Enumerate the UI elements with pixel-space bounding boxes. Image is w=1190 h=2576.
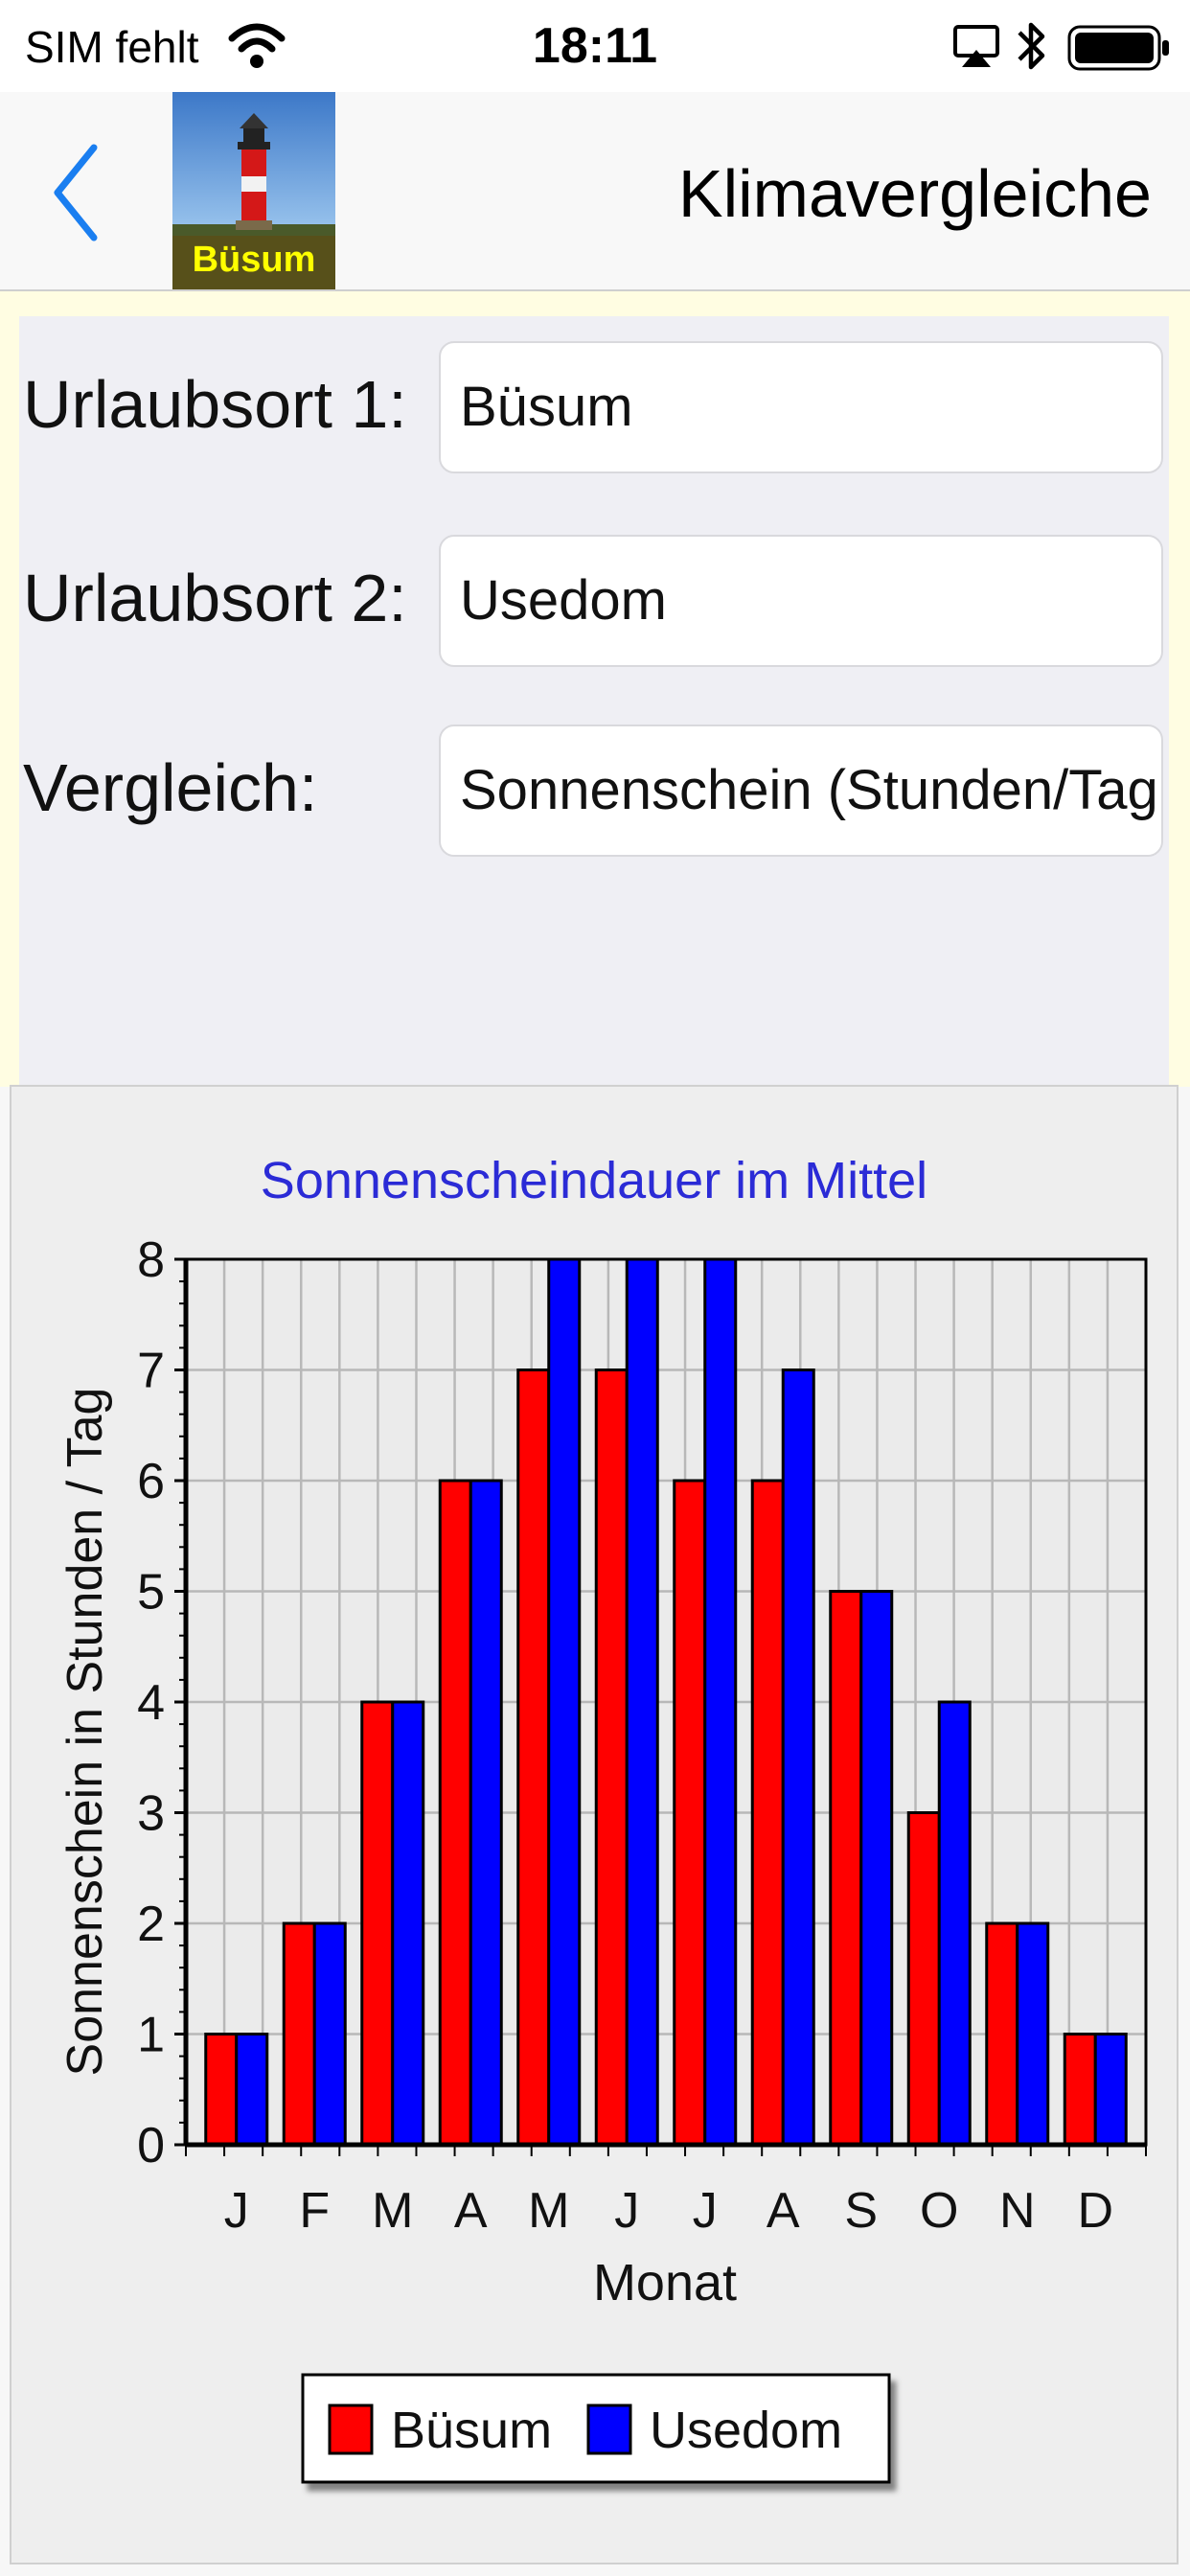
selection-form-area: Urlaubsort 1: Büsum Urlaubsort 2: Usedom… bbox=[0, 291, 1190, 1089]
y-tick-label: 2 bbox=[137, 1897, 165, 1952]
x-tick-label: M bbox=[528, 2183, 569, 2239]
location1-field[interactable]: Büsum bbox=[439, 341, 1163, 473]
back-button[interactable] bbox=[48, 140, 115, 245]
x-tick-label: A bbox=[767, 2183, 800, 2239]
x-tick-label: J bbox=[224, 2183, 249, 2239]
legend-swatch-usedom bbox=[586, 2404, 632, 2455]
chart-legend: Büsum Usedom bbox=[301, 2373, 891, 2484]
x-tick-label: N bbox=[999, 2183, 1036, 2239]
bar-busum bbox=[282, 1921, 316, 2147]
bar-busum bbox=[516, 1368, 551, 2147]
location1-label: Urlaubsort 1: bbox=[23, 367, 407, 442]
bar-busum bbox=[360, 1700, 395, 2147]
x-tick-label: O bbox=[920, 2183, 958, 2239]
y-axis-label: Sonnenschein in Stunden / Tag bbox=[57, 1388, 113, 2077]
x-axis-label: Monat bbox=[593, 2254, 737, 2312]
x-tick-label: S bbox=[844, 2183, 878, 2239]
legend-label-busum: Büsum bbox=[391, 2402, 552, 2459]
y-tick-label: 3 bbox=[137, 1786, 165, 1842]
x-tick-label: F bbox=[299, 2183, 330, 2239]
bar-usedom bbox=[625, 1257, 659, 2147]
bar-busum bbox=[673, 1479, 707, 2147]
bar-busum bbox=[829, 1590, 863, 2147]
airplay-icon bbox=[953, 25, 999, 67]
bluetooth-icon bbox=[1018, 22, 1045, 70]
bar-busum bbox=[985, 1921, 1019, 2147]
y-tick-label: 5 bbox=[137, 1565, 165, 1621]
bar-usedom bbox=[469, 1479, 503, 2147]
status-bar: SIM fehlt 18:11 bbox=[0, 0, 1190, 92]
x-tick-label: A bbox=[454, 2183, 488, 2239]
comparison-field[interactable]: Sonnenschein (Stunden/Tag bbox=[439, 724, 1163, 857]
bar-usedom bbox=[937, 1700, 972, 2147]
x-tick-label: J bbox=[693, 2183, 718, 2239]
bar-busum bbox=[204, 2033, 239, 2147]
selection-form: Urlaubsort 1: Büsum Urlaubsort 2: Usedom… bbox=[19, 316, 1169, 1089]
bar-busum bbox=[1063, 2033, 1097, 2147]
page-title: Klimavergleiche bbox=[677, 156, 1152, 231]
carrier-label: SIM fehlt bbox=[25, 22, 199, 72]
bar-usedom bbox=[235, 2033, 269, 2147]
bar-busum bbox=[594, 1368, 629, 2147]
lighthouse-image: Büsum bbox=[172, 92, 335, 289]
bar-usedom bbox=[1093, 2033, 1128, 2147]
y-tick-label: 6 bbox=[137, 1454, 165, 1509]
y-tick-label: 8 bbox=[137, 1232, 165, 1288]
location-logo[interactable]: Büsum bbox=[172, 92, 335, 289]
y-tick-label: 1 bbox=[137, 2008, 165, 2063]
bar-usedom bbox=[391, 1700, 425, 2147]
bar-usedom bbox=[1016, 1921, 1050, 2147]
x-tick-label: J bbox=[614, 2183, 639, 2239]
bar-busum bbox=[438, 1479, 472, 2147]
bar-busum bbox=[906, 1811, 941, 2147]
bar-usedom bbox=[312, 1921, 347, 2147]
y-tick-label: 0 bbox=[137, 2118, 165, 2174]
comparison-label: Vergleich: bbox=[23, 750, 318, 825]
chart-title: Sonnenscheindauer im Mittel bbox=[261, 1152, 927, 1209]
x-tick-label: D bbox=[1077, 2183, 1113, 2239]
y-tick-label: 7 bbox=[137, 1344, 165, 1399]
navigation-bar: Büsum Klimavergleiche bbox=[0, 92, 1190, 291]
bar-usedom bbox=[703, 1257, 738, 2147]
logo-label: Büsum bbox=[193, 240, 316, 280]
bar-usedom bbox=[781, 1368, 815, 2147]
location2-label: Urlaubsort 2: bbox=[23, 561, 407, 635]
bar-usedom bbox=[547, 1257, 582, 2147]
bar-busum bbox=[750, 1479, 785, 2147]
y-tick-label: 4 bbox=[137, 1675, 165, 1731]
legend-swatch-busum bbox=[328, 2404, 374, 2455]
legend-label-usedom: Usedom bbox=[650, 2402, 842, 2459]
wifi-icon bbox=[228, 23, 286, 68]
x-tick-label: M bbox=[372, 2183, 413, 2239]
battery-icon bbox=[1067, 25, 1169, 71]
bar-usedom bbox=[859, 1590, 894, 2147]
location2-field[interactable]: Usedom bbox=[439, 535, 1163, 667]
clock: 18:11 bbox=[532, 18, 658, 74]
